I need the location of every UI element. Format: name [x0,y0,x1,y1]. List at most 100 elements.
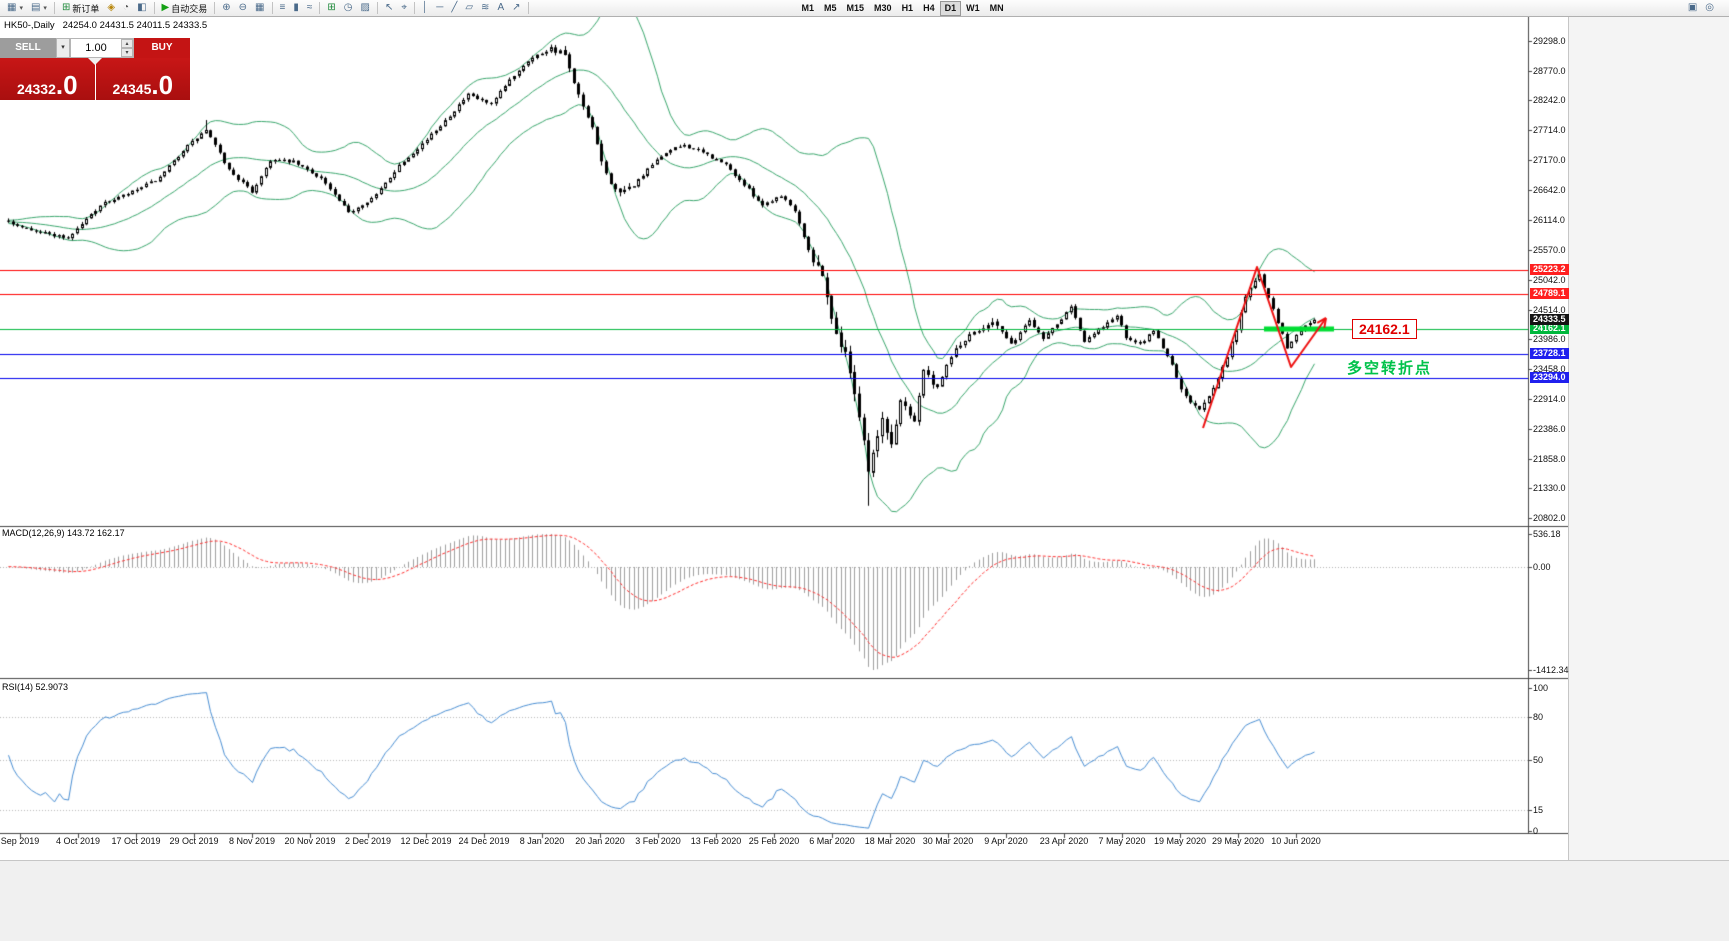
buy-price-button[interactable]: 24345.0 [95,58,190,100]
volume-preset-button[interactable]: ▾ [56,38,70,58]
arrows-icon: ↗ [512,2,521,13]
fibonacci-icon: ≋ [481,2,490,13]
cursor-button[interactable]: ↖ [381,1,397,16]
panel-notch [88,58,102,65]
timeframe-mn-label: MN [989,3,1004,13]
timeframe-mn-button[interactable]: MN [985,1,1009,16]
alerts-button[interactable]: ◔ [119,1,133,16]
toolbar-separator [153,2,155,14]
one-click-trading-panel: SELL ▾ 1.00 ▴ ▾ BUY 24332.0 24345.0 [0,38,190,100]
volume-decrease-button[interactable]: ▾ [121,48,133,57]
rsi-indicator-label: RSI(14) 52.9073 [2,682,69,692]
zoom-in-icon: ⊕ [222,2,231,13]
timeframe-m1-button[interactable]: M1 [797,1,820,16]
new-chart-button[interactable]: ▦ ▾ [3,1,27,16]
line-chart-button[interactable]: ≈ [303,1,317,16]
new-order-label: 新订单 [72,3,100,14]
volume-field[interactable]: 1.00 ▴ ▾ [70,38,134,58]
vertical-line-icon: │ [421,2,429,13]
periods-icon: ◷ [343,2,353,13]
autotrading-label: 自动交易 [171,3,208,14]
cursor-group: ↖ ⌖ [381,0,411,16]
timeframe-m15-button[interactable]: M15 [842,1,870,16]
tile-windows-button[interactable]: ▦ [251,1,268,16]
bar-chart-button[interactable]: ≡ [276,1,290,16]
autotrading-icon: ▶ [161,2,170,13]
new-order-button[interactable]: ⊞ 新订单 [58,1,103,16]
timeframe-h4-label: H4 [923,3,935,13]
chart-file-group: ▦ ▾ ▤ ▾ [3,0,51,16]
sell-price-button[interactable]: 24332.0 [0,58,95,100]
terminal-button[interactable]: ◧ [133,1,150,16]
chart-tools-group: ⊞ ◷ ▨ [323,0,374,16]
templates-icon: ▨ [360,2,370,13]
macd-indicator-label: MACD(12,26,9) 143.72 162.17 [2,528,125,538]
zoom-out-button[interactable]: ⊖ [235,1,251,16]
tile-windows-icon: ▦ [255,2,265,13]
timeframe-d1-button[interactable]: D1 [939,0,962,16]
price-chart-canvas[interactable] [0,17,1568,860]
timeframe-w1-label: W1 [966,3,980,13]
volume-increase-button[interactable]: ▴ [121,39,133,48]
timeframes-group: M1 M5 M15 M30 H1 H4 D1 W1 MN [797,0,1009,16]
sell-price-value: 24332 [16,81,56,97]
indicators-button[interactable]: ⊞ [323,1,339,16]
timeframe-m30-button[interactable]: M30 [869,1,897,16]
candlestick-chart-button[interactable]: ▮ [289,1,303,16]
timeframe-d1-label: D1 [944,3,957,13]
sell-button[interactable]: SELL [0,38,56,58]
zoom-out-icon: ⊖ [238,2,248,13]
templates-button[interactable]: ▨ [356,1,373,16]
periods-button[interactable]: ◷ [340,1,357,16]
timeframe-m5-button[interactable]: M5 [819,1,842,16]
zoom-group: ⊕ ⊖ ▦ [218,0,268,16]
metaeditor-icon: ◈ [107,2,116,13]
vertical-line-button[interactable]: │ [418,1,432,16]
chart-symbol-ohlc: HK50-,Daily 24254.0 24431.5 24011.5 2433… [4,20,208,31]
toolbar-separator [53,2,55,14]
buy-button[interactable]: BUY [134,38,190,58]
caret-down-icon: ▾ [61,44,65,51]
sell-price-frac: .0 [55,69,78,100]
terminal-icon: ◧ [137,2,147,13]
volume-value[interactable]: 1.00 [85,42,107,54]
search-button[interactable]: ◎ [1701,1,1718,16]
objects-group: │ ─ ╱ ▱ ≋ A ↗ [418,0,525,16]
text-button[interactable]: A [493,1,508,16]
volume-stepper: ▴ ▾ [121,39,133,57]
crosshair-icon: ⌖ [401,2,407,13]
indicators-icon: ⊞ [327,2,336,13]
horizontal-line-button[interactable]: ─ [432,1,447,16]
timeframe-w1-button[interactable]: W1 [961,1,985,16]
timeframe-h4-button[interactable]: H4 [918,1,940,16]
caret-down-icon: ▾ [43,5,47,12]
search-icon: ◎ [1705,2,1714,13]
timeframe-h1-label: H1 [901,3,914,13]
trendline-button[interactable]: ╱ [447,1,461,16]
timeframe-m30-label: M30 [874,3,892,13]
profiles-button[interactable]: ▤ ▾ [27,1,51,16]
timeframe-h1-button[interactable]: H1 [897,1,919,16]
metaeditor-button[interactable]: ◈ [103,1,119,16]
trendline-icon: ╱ [451,2,458,13]
arrows-button[interactable]: ↗ [508,1,524,16]
toolbar-separator [527,2,529,14]
autotrading-button[interactable]: ▶ 自动交易 [158,1,212,16]
fullscreen-button[interactable]: ▣ [1684,1,1701,16]
candlestick-chart-icon: ▮ [293,2,299,13]
new-chart-icon: ▦ [7,2,17,13]
fibonacci-button[interactable]: ≋ [477,1,493,16]
channel-button[interactable]: ▱ [461,1,477,16]
right-gutter [1568,17,1729,860]
trade-group: ⊞ 新订单 ◈ ◔ ◧ [58,0,151,16]
timeframe-m5-label: M5 [824,3,837,13]
toolbar-separator [376,2,378,14]
alerts-icon: ◔ [123,2,130,13]
crosshair-button[interactable]: ⌖ [397,1,411,16]
horizontal-line-icon: ─ [436,2,444,13]
channel-icon: ▱ [465,2,474,13]
cursor-icon: ↖ [384,2,394,13]
toolbar-separator [214,2,216,14]
zoom-in-button[interactable]: ⊕ [218,1,234,16]
